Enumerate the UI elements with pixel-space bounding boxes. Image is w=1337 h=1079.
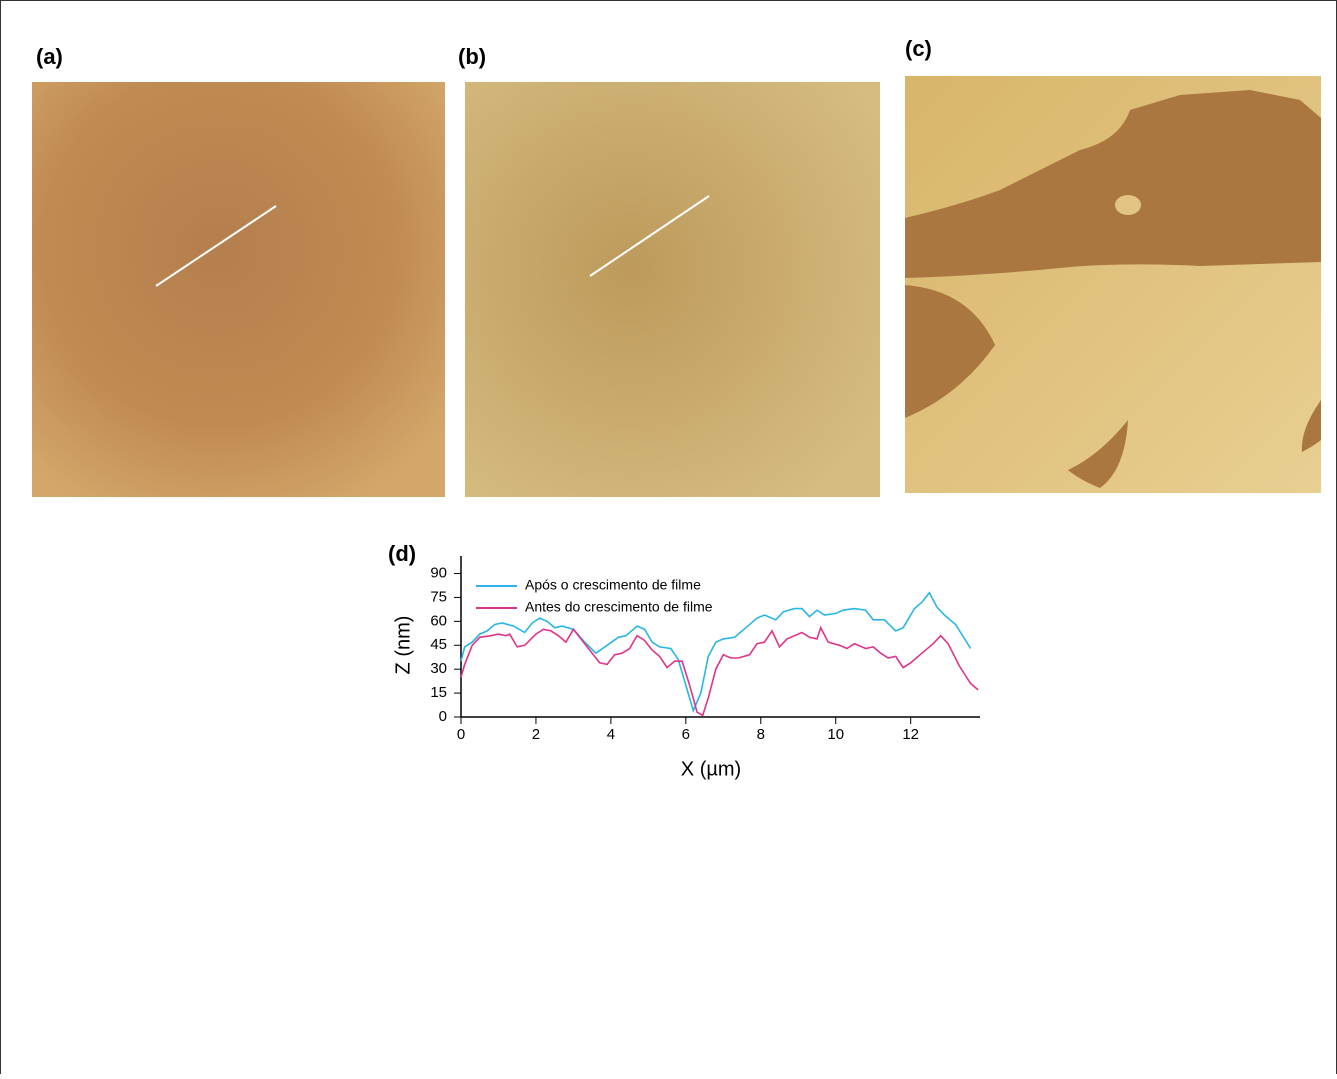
x-tick-label: 4 [607, 726, 615, 743]
panel-label: (a) [36, 44, 63, 69]
x-tick-label: 8 [757, 726, 765, 743]
y-tick-label: 90 [430, 565, 447, 582]
x-tick-label: 6 [682, 726, 690, 743]
y-tick-label: 45 [430, 636, 447, 653]
image-a [32, 82, 445, 497]
y-axis-label: Z (nm) [392, 616, 414, 675]
panel-label: (b) [458, 44, 486, 69]
series-line [460, 625, 979, 717]
y-tick-label: 30 [430, 660, 447, 677]
series-line [460, 591, 972, 713]
panel-label: (c) [905, 36, 932, 61]
x-tick-label: 2 [532, 726, 540, 743]
x-tick-label: 0 [457, 726, 465, 743]
y-tick-label: 75 [430, 588, 447, 605]
y-tick-label: 0 [439, 708, 447, 725]
legend-label: Antes do crescimento de filme [525, 599, 713, 615]
x-axis-label: X (µm) [681, 758, 741, 780]
x-tick-label: 10 [827, 726, 844, 743]
y-tick-label: 15 [430, 684, 447, 701]
image-b [465, 82, 880, 497]
y-tick-label: 60 [430, 612, 447, 629]
panel-label: (d) [388, 541, 416, 566]
legend-label: Após o crescimento de filme [525, 577, 701, 593]
x-tick-label: 12 [902, 726, 919, 743]
image-c [905, 76, 1321, 493]
